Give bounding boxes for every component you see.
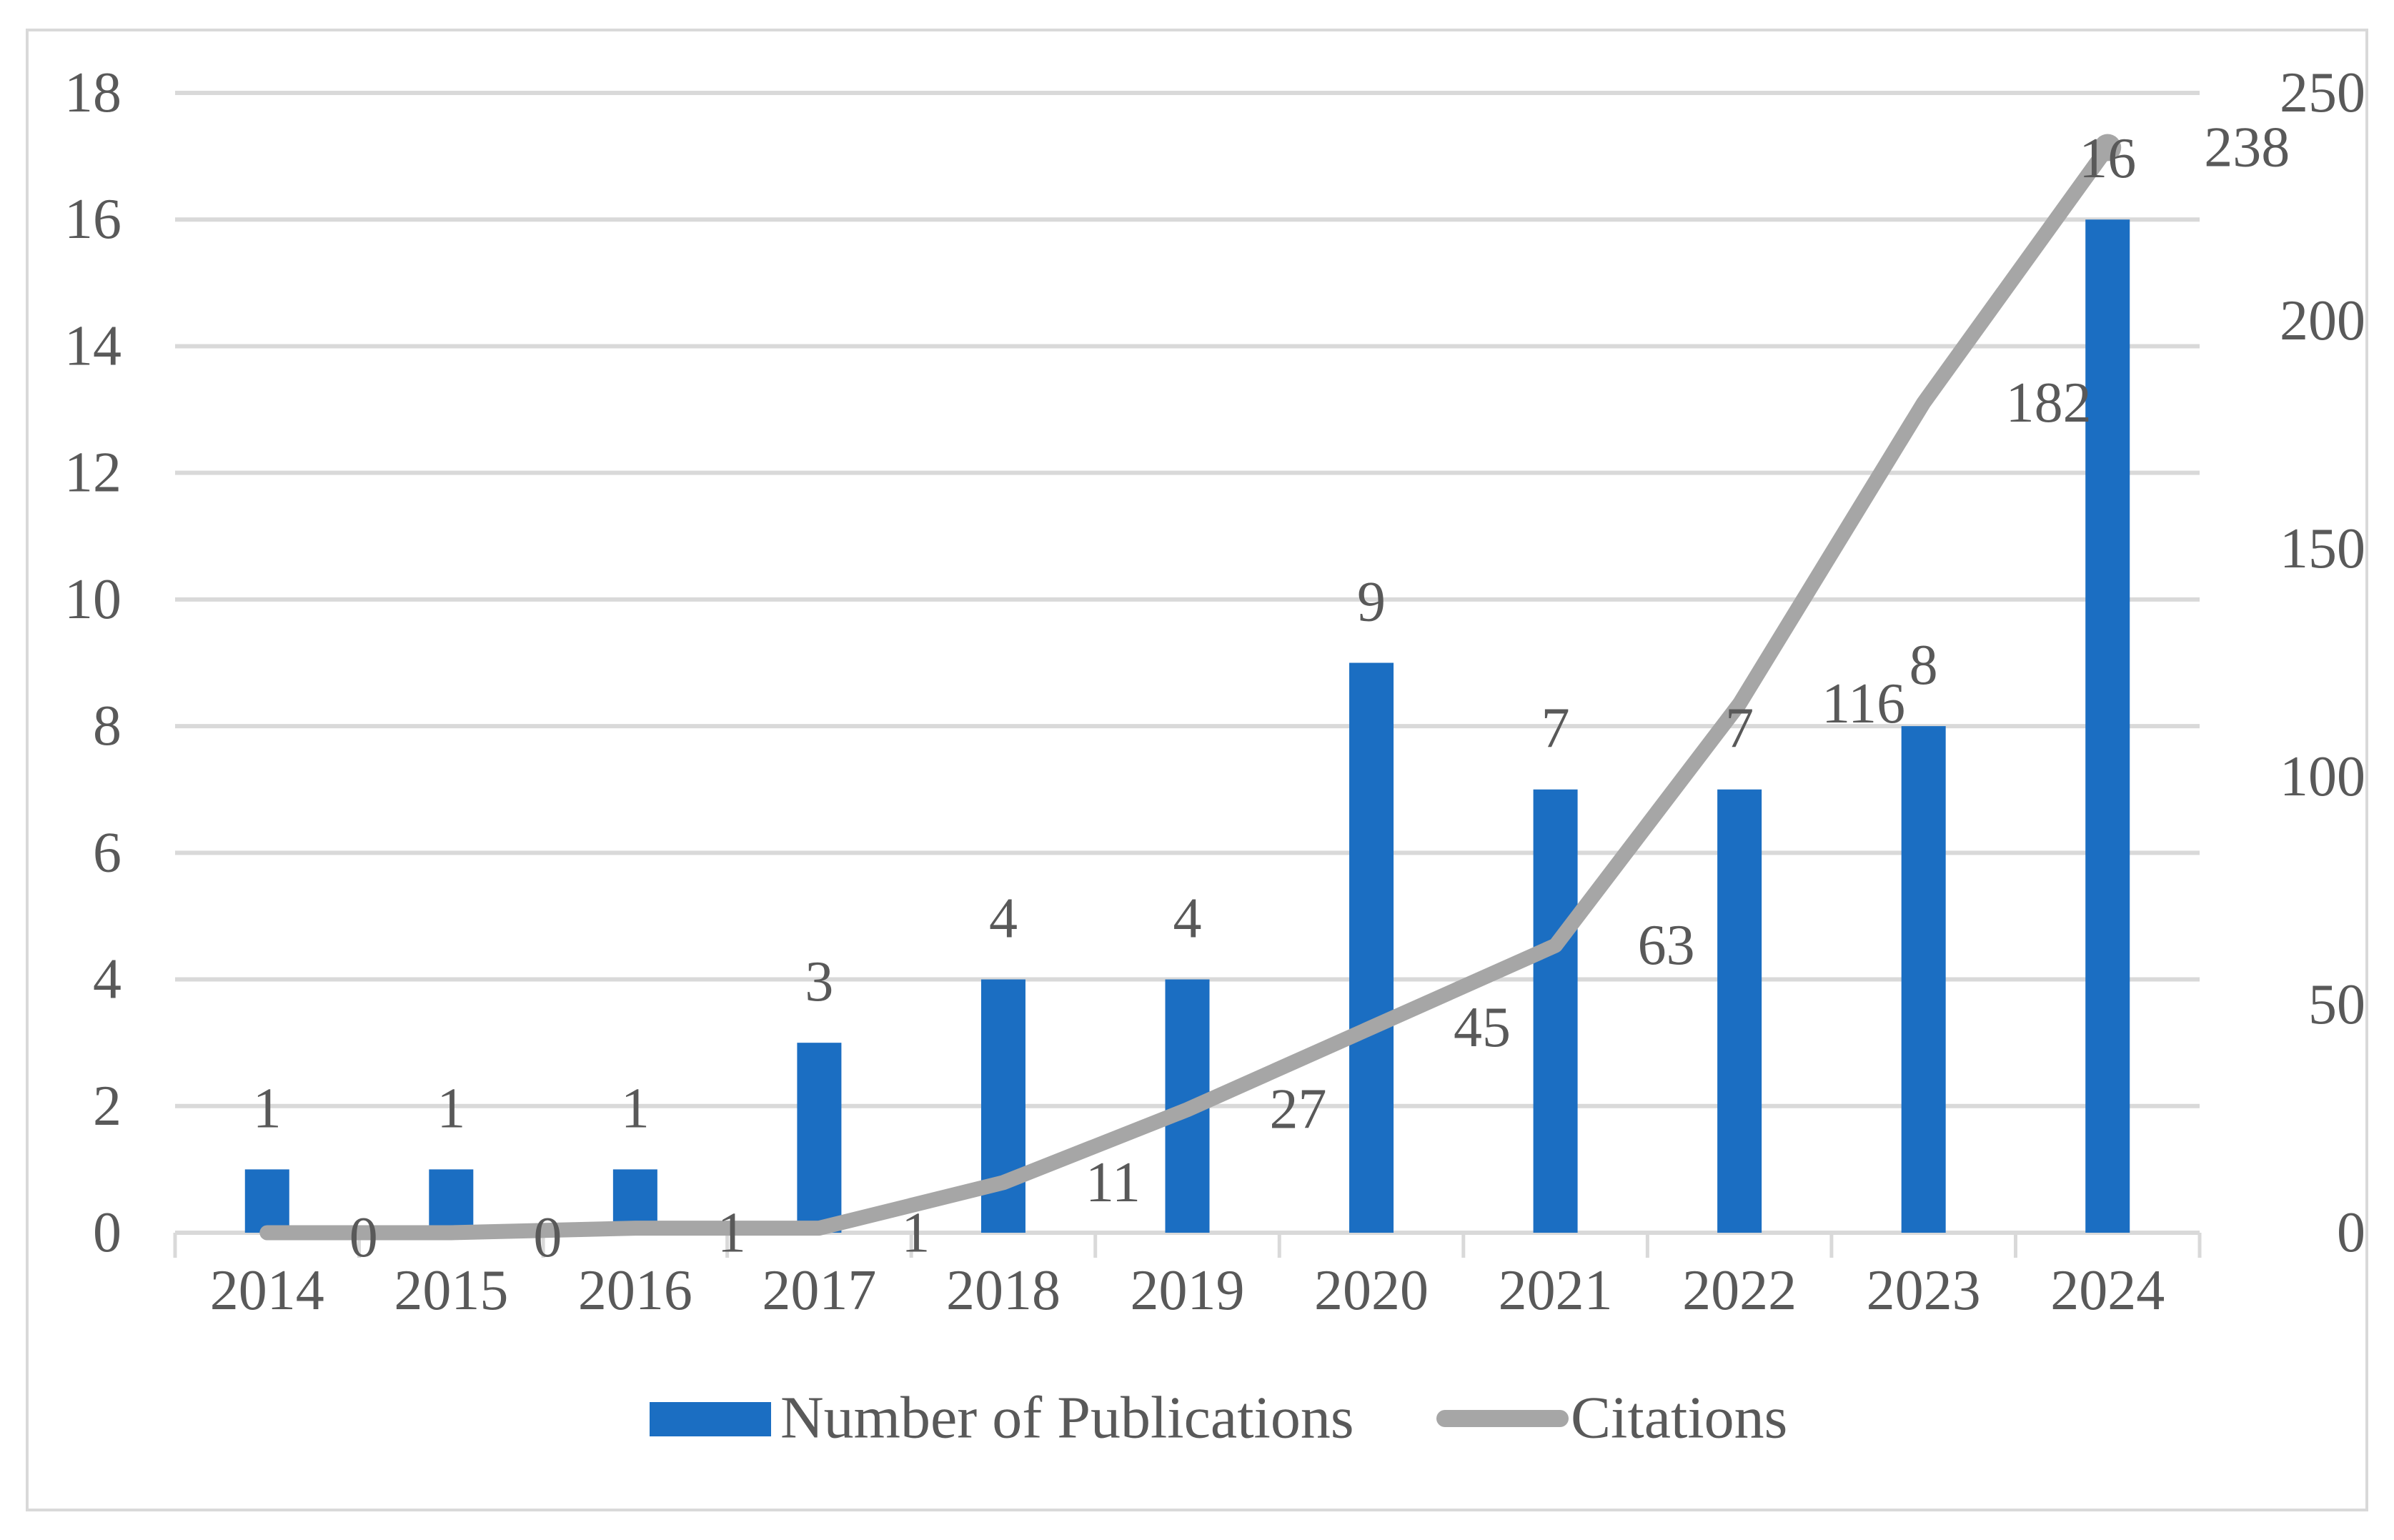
left-axis-label: 0 xyxy=(93,1201,121,1264)
publication-bars xyxy=(244,219,2130,1233)
citation-value-label: 27 xyxy=(1270,1078,1327,1141)
right-axis-label: 150 xyxy=(2280,517,2365,580)
citation-value-label: 1 xyxy=(717,1202,746,1265)
left-axis-label: 12 xyxy=(64,442,121,505)
left-axis-tick-labels: 0 2 4 6 8 10 12 14 16 18 xyxy=(64,61,121,1264)
bar-value-label: 3 xyxy=(805,950,833,1013)
x-axis-year-label: 2022 xyxy=(1682,1259,1797,1322)
bar-value-label: 1 xyxy=(253,1077,282,1140)
left-axis-label: 8 xyxy=(93,695,121,757)
x-axis-year-label: 2017 xyxy=(762,1259,876,1322)
bar-value-label: 4 xyxy=(989,888,1018,950)
left-axis-label: 16 xyxy=(64,188,121,251)
publication-bar-2020 xyxy=(1349,662,1394,1233)
x-axis-year-label: 2015 xyxy=(394,1259,508,1322)
left-axis-label: 14 xyxy=(64,314,121,377)
bar-value-label: 7 xyxy=(1541,697,1570,760)
bar-value-label: 4 xyxy=(1173,888,1202,950)
publication-bar-2015 xyxy=(429,1169,474,1233)
left-axis-label: 6 xyxy=(93,821,121,884)
bar-value-label: 7 xyxy=(1725,697,1754,760)
right-axis-tick-labels: 0 50 100 150 200 250 xyxy=(2280,61,2365,1264)
legend-bar-label: Number of Publications xyxy=(780,1385,1354,1451)
publication-bar-2017 xyxy=(797,1043,842,1233)
bar-value-label: 16 xyxy=(2079,127,2136,190)
right-axis-label: 50 xyxy=(2308,973,2365,1036)
legend-line-label: Citations xyxy=(1571,1385,1787,1451)
left-axis-label: 4 xyxy=(93,948,121,1011)
bar-value-label: 1 xyxy=(621,1077,650,1140)
publication-bar-2014 xyxy=(244,1169,289,1233)
left-axis-label: 2 xyxy=(93,1075,121,1138)
bar-value-label: 8 xyxy=(1909,634,1938,697)
citation-value-label: 238 xyxy=(2204,116,2290,179)
left-axis-label: 10 xyxy=(64,568,121,631)
x-axis-year-label: 2021 xyxy=(1499,1259,1613,1322)
citation-value-label: 45 xyxy=(1454,996,1511,1059)
bar-value-labels: 1 1 1 3 4 4 9 7 7 8 16 xyxy=(253,127,2136,1140)
bar-value-label: 1 xyxy=(437,1077,465,1140)
citation-value-label: 1 xyxy=(901,1202,930,1265)
line-end-marker xyxy=(2094,134,2122,162)
x-axis-year-labels: 2014 2015 2016 2017 2018 2019 2020 2021 2022 2023… xyxy=(210,1259,2165,1322)
x-axis-year-label: 2014 xyxy=(210,1259,324,1322)
citation-value-label: 0 xyxy=(349,1206,378,1269)
citation-value-label: 182 xyxy=(2006,372,2092,434)
bar-value-label: 9 xyxy=(1357,571,1386,634)
legend-bar-swatch-icon xyxy=(650,1402,771,1436)
x-axis-year-label: 2016 xyxy=(578,1259,692,1322)
citation-value-label: 116 xyxy=(1822,672,1905,735)
citation-value-label: 11 xyxy=(1086,1151,1141,1214)
citation-value-label: 0 xyxy=(533,1206,562,1269)
left-axis-label: 18 xyxy=(64,61,121,124)
x-axis-year-label: 2020 xyxy=(1314,1259,1429,1322)
citation-value-label: 63 xyxy=(1638,914,1695,977)
legend: Number of Publications Citations xyxy=(650,1385,1787,1451)
x-axis-year-label: 2019 xyxy=(1131,1259,1245,1322)
publication-bar-2022 xyxy=(1717,789,1762,1233)
publication-bar-2023 xyxy=(1901,726,1946,1233)
right-axis-label: 0 xyxy=(2337,1201,2365,1264)
citations-line-path xyxy=(259,140,2115,1241)
chart-border xyxy=(26,29,2368,1511)
x-axis-year-label: 2018 xyxy=(946,1259,1061,1322)
right-axis-label: 100 xyxy=(2280,745,2365,808)
publication-bar-2024 xyxy=(2085,219,2130,1233)
right-axis-label: 200 xyxy=(2280,289,2365,352)
x-axis-year-label: 2024 xyxy=(2050,1259,2165,1322)
citations-line xyxy=(259,134,2122,1241)
publication-bar-2021 xyxy=(1533,789,1578,1233)
x-axis-year-label: 2023 xyxy=(1867,1259,1981,1322)
publication-bar-2018 xyxy=(980,979,1025,1233)
right-axis-label: 250 xyxy=(2280,61,2365,124)
